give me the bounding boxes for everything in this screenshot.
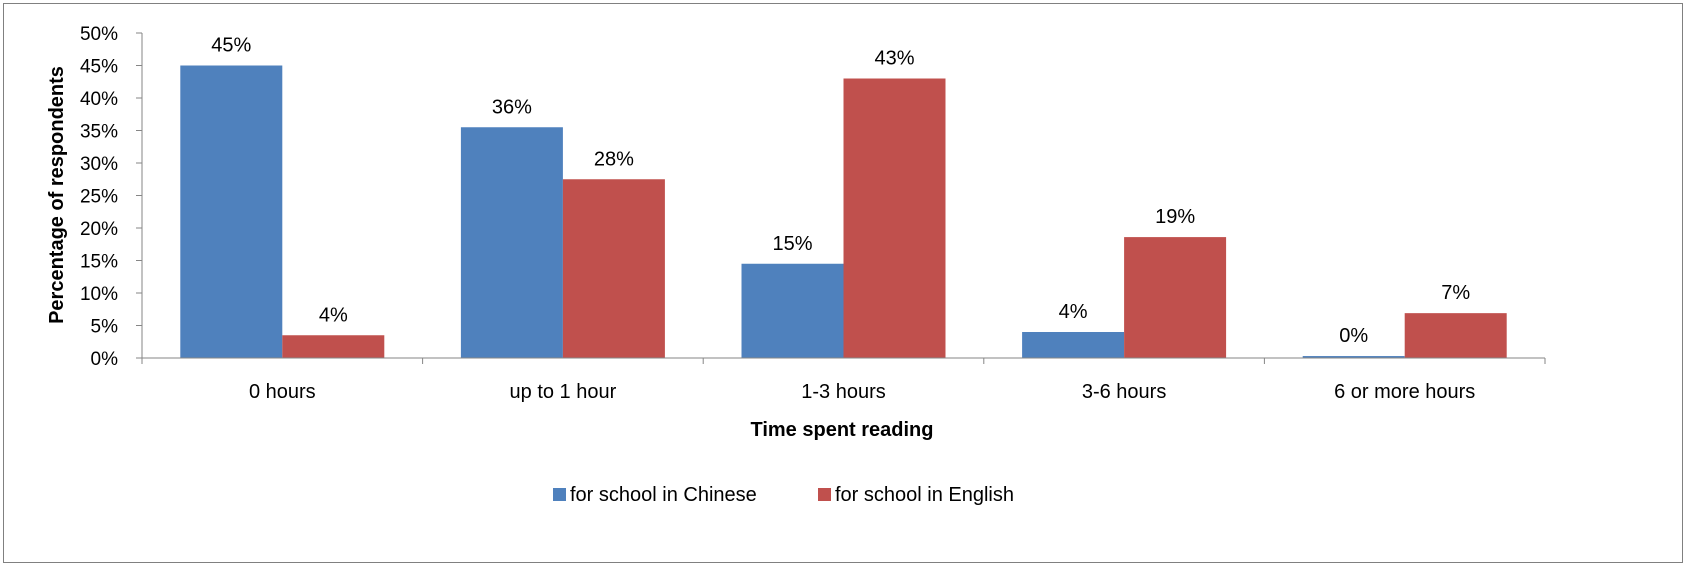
y-tick-label: 0%	[91, 349, 119, 370]
data-label: 4%	[1059, 301, 1088, 323]
y-tick-label: 35%	[80, 122, 118, 143]
y-tick-label: 45%	[80, 57, 118, 78]
bar	[843, 78, 946, 358]
data-label: 0%	[1339, 325, 1368, 347]
data-label: 7%	[1441, 282, 1470, 304]
legend-swatch	[553, 488, 566, 501]
y-axis-title: Percentage of respondents	[46, 66, 68, 324]
y-tick-label: 30%	[80, 154, 118, 175]
bar	[1124, 237, 1227, 358]
bar	[282, 335, 385, 358]
legend-label: for school in Chinese	[570, 484, 757, 506]
x-tick-label: 3-6 hours	[1082, 381, 1167, 403]
data-label: 45%	[211, 35, 251, 57]
y-tick-label: 50%	[80, 24, 118, 45]
bar	[180, 65, 283, 358]
x-tick-label: 1-3 hours	[801, 381, 886, 403]
legend: for school in Chinese for school in Engli…	[553, 484, 1014, 506]
y-tick-label: 20%	[80, 219, 118, 240]
y-tick-label: 25%	[80, 187, 118, 208]
bar	[1302, 356, 1405, 358]
x-tick-label: up to 1 hour	[510, 381, 617, 403]
x-axis-ticks: 0 hours up to 1 hour 1-3 hours 3-6 hours 6 o…	[141, 358, 1546, 403]
axes	[141, 33, 1545, 359]
bars: 45% 4% 36% 28% 15% 43% 4% 19% 0% 7%	[180, 35, 1507, 358]
bar	[741, 263, 844, 358]
data-label: 15%	[772, 233, 812, 255]
legend-swatch	[818, 488, 831, 501]
data-label: 4%	[319, 304, 348, 326]
legend-label: for school in English	[835, 484, 1014, 506]
data-label: 36%	[492, 96, 532, 118]
x-tick-label: 0 hours	[249, 381, 316, 403]
bar	[1022, 332, 1125, 358]
y-axis-ticks: 0% 5% 10% 15% 20% 25% 30% 35% 40% 45% 50%	[80, 24, 142, 370]
x-axis-title: Time spent reading	[750, 419, 933, 441]
y-tick-label: 40%	[80, 89, 118, 110]
y-tick-label: 15%	[80, 252, 118, 273]
y-tick-label: 10%	[80, 284, 118, 305]
y-tick-label: 5%	[91, 317, 119, 338]
bar	[460, 127, 563, 358]
bar	[1404, 313, 1507, 358]
data-label: 19%	[1155, 206, 1195, 228]
x-tick-label: 6 or more hours	[1334, 381, 1475, 403]
data-label: 28%	[594, 148, 634, 170]
bar	[562, 179, 665, 358]
data-label: 43%	[874, 48, 914, 70]
